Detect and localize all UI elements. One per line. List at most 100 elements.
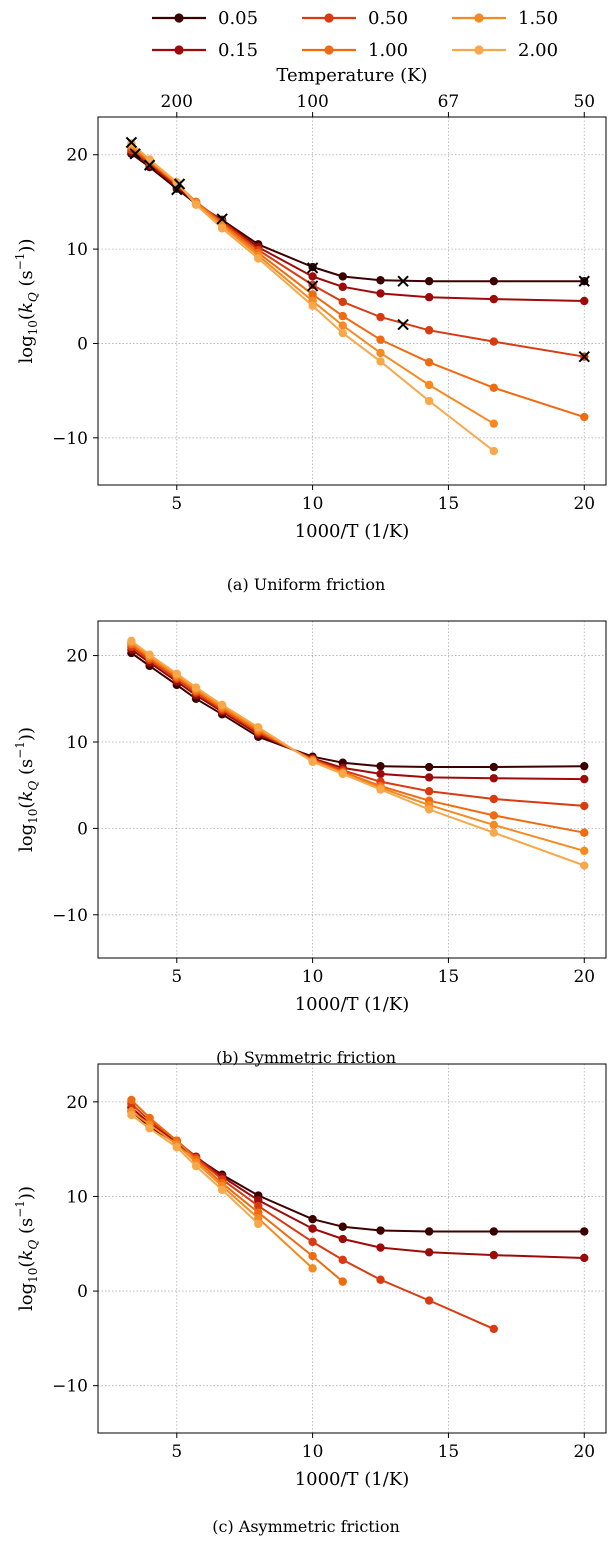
data-point (191, 200, 201, 209)
data-point (489, 811, 499, 820)
data-point (376, 1243, 385, 1252)
data-point (172, 1143, 181, 1152)
data-point (489, 1227, 499, 1236)
data-point (127, 1095, 136, 1105)
series-line (130, 1110, 585, 1233)
data-point (424, 276, 434, 286)
data-point (424, 1227, 434, 1236)
data-point (424, 326, 434, 335)
y-tick-label: 10 (66, 1187, 88, 1207)
data-point (338, 1255, 347, 1265)
data-point (376, 1275, 385, 1284)
data-point (376, 335, 385, 344)
data-point (127, 1110, 136, 1120)
series-group (127, 636, 589, 870)
data-point (376, 1226, 385, 1235)
top-tick-label: 67 (438, 92, 460, 112)
data-point (338, 1234, 347, 1244)
data-point (338, 321, 347, 330)
legend-marker (474, 45, 484, 55)
data-point (127, 636, 136, 646)
x-marker (173, 178, 186, 190)
legend-entry: 1.00 (302, 40, 408, 61)
data-point (489, 294, 499, 304)
data-point (217, 700, 227, 710)
series-line (130, 652, 585, 768)
legend: 0.05 0.15 0.50 1.00 1.50 2.00 (152, 8, 558, 61)
x-tick-label: 15 (438, 967, 460, 987)
x-tick-label: 15 (438, 1442, 460, 1462)
legend-marker (474, 13, 484, 23)
y-axis-label: log10(kQ (s−1)) (13, 727, 40, 852)
x-tick-label: 5 (171, 494, 182, 514)
y-tick-label: 0 (77, 334, 88, 354)
data-point (424, 762, 434, 772)
data-point (489, 762, 499, 772)
data-point (580, 846, 589, 856)
y-tick-label: −10 (52, 429, 88, 449)
x-axis-label: 1000/T (1/K) (295, 521, 410, 542)
y-axis-label: log10(kQ (s−1)) (13, 239, 40, 364)
data-point (580, 828, 589, 837)
data-point (338, 1222, 347, 1231)
data-point (191, 683, 201, 692)
plot-frame (97, 116, 607, 486)
x-marker (143, 159, 156, 171)
chart-panel: 5 10 15 20 20 10 0 −10 1000/T (1/K) log10(kQ (s−1… (13, 620, 607, 1067)
data-point (376, 357, 385, 366)
data-point (489, 1324, 499, 1334)
grid (98, 117, 606, 485)
x-marker (397, 318, 409, 331)
data-point (145, 1113, 154, 1123)
x-marker (306, 262, 319, 274)
data-point (424, 1296, 434, 1305)
y-tick-label: 10 (66, 733, 88, 753)
x-marker (578, 350, 590, 363)
panel-caption: (a) Uniform friction (227, 575, 386, 594)
x-markers (125, 136, 590, 363)
y-tick-label: −10 (52, 906, 88, 926)
x-marker (578, 275, 590, 287)
data-point (376, 785, 385, 794)
x-tick-label: 10 (302, 494, 324, 514)
data-point (580, 1253, 589, 1263)
series-group (127, 1095, 589, 1334)
data-point (338, 328, 347, 338)
y-tick-label: 10 (66, 240, 88, 260)
data-point (580, 801, 589, 811)
legend-entry: 1.50 (452, 8, 558, 29)
panel-caption: (c) Asymmetric friction (212, 1517, 400, 1536)
data-point (580, 861, 589, 870)
legend-entry: 2.00 (452, 40, 558, 61)
data-point (145, 650, 154, 659)
x-tick-label: 20 (573, 494, 595, 514)
data-point (376, 348, 385, 358)
data-point (308, 290, 317, 299)
data-point (338, 311, 347, 321)
x-tick-label: 5 (171, 967, 182, 987)
x-axis-label: 1000/T (1/K) (295, 994, 410, 1015)
data-point (376, 769, 385, 779)
data-point (376, 276, 385, 285)
x-tick-label: 10 (302, 967, 324, 987)
data-point (424, 396, 434, 406)
data-point (338, 1277, 347, 1286)
x-tick-label: 15 (438, 494, 460, 514)
y-tick-label: 20 (66, 146, 88, 166)
series-line (130, 640, 585, 867)
data-point (489, 419, 499, 428)
data-point (172, 669, 181, 678)
data-point (580, 296, 589, 306)
legend-entry: 0.15 (152, 40, 258, 61)
plot-frame (97, 620, 607, 959)
series-line (130, 643, 585, 834)
data-point (308, 1251, 317, 1261)
data-point (489, 337, 499, 346)
data-point (308, 301, 317, 310)
data-point (338, 282, 347, 292)
legend-entry: 0.05 (152, 8, 258, 29)
data-point (489, 774, 499, 783)
top-axis-label: Temperature (K) (276, 65, 427, 86)
